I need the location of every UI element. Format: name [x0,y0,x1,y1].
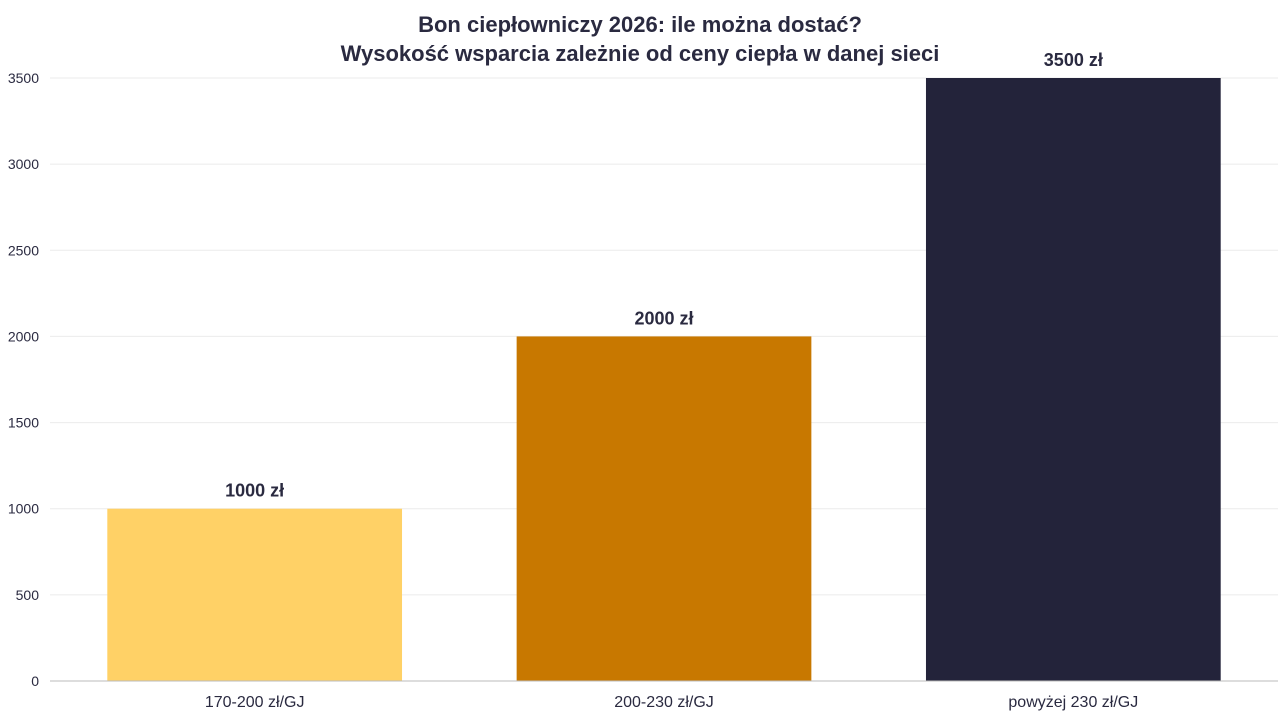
chart-title: Bon ciepłowniczy 2026: ile można dostać? [418,12,862,37]
bar [516,336,812,681]
y-tick-label: 0 [31,673,39,689]
bar-value-label: 2000 zł [634,308,693,328]
bar [925,78,1221,681]
data-labels: 1000 zł 2000 zł 3500 zł [225,50,1103,501]
x-category-label: 200-230 zł/GJ [614,694,714,711]
chart-subtitle: Wysokość wsparcia zależnie od ceny ciepł… [341,41,940,66]
y-tick-label: 1500 [8,415,39,431]
bars [107,78,1221,681]
x-axis-category-labels: 170-200 zł/GJ 200-230 zł/GJ powyżej 230 zł… [205,694,1138,711]
y-tick-label: 3500 [8,70,39,86]
x-category-label: powyżej 230 zł/GJ [1008,694,1138,711]
x-category-label: 170-200 zł/GJ [205,694,305,711]
y-tick-label: 2000 [8,328,39,344]
bar [107,508,403,681]
y-tick-label: 2500 [8,242,39,258]
y-tick-label: 3000 [8,156,39,172]
y-axis-tick-labels: 0 500 1000 1500 2000 2500 3000 3500 [8,70,39,689]
bar-value-label: 3500 zł [1044,50,1103,70]
bar-value-label: 1000 zł [225,481,284,501]
y-tick-label: 1000 [8,501,39,517]
y-tick-label: 500 [16,587,40,603]
